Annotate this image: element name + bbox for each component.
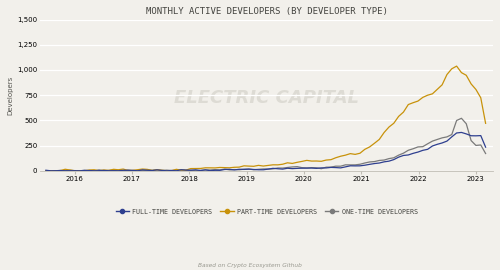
Title: MONTHLY ACTIVE DEVELOPERS (BY DEVELOPER TYPE): MONTHLY ACTIVE DEVELOPERS (BY DEVELOPER …	[146, 7, 388, 16]
Legend: FULL-TIME DEVELOPERS, PART-TIME DEVELOPERS, ONE-TIME DEVELOPERS: FULL-TIME DEVELOPERS, PART-TIME DEVELOPE…	[113, 206, 420, 217]
Text: ELECTRIC CAPITAL: ELECTRIC CAPITAL	[174, 89, 359, 107]
Text: Based on Crypto Ecosystem Github: Based on Crypto Ecosystem Github	[198, 263, 302, 268]
Y-axis label: Developers: Developers	[7, 76, 13, 115]
